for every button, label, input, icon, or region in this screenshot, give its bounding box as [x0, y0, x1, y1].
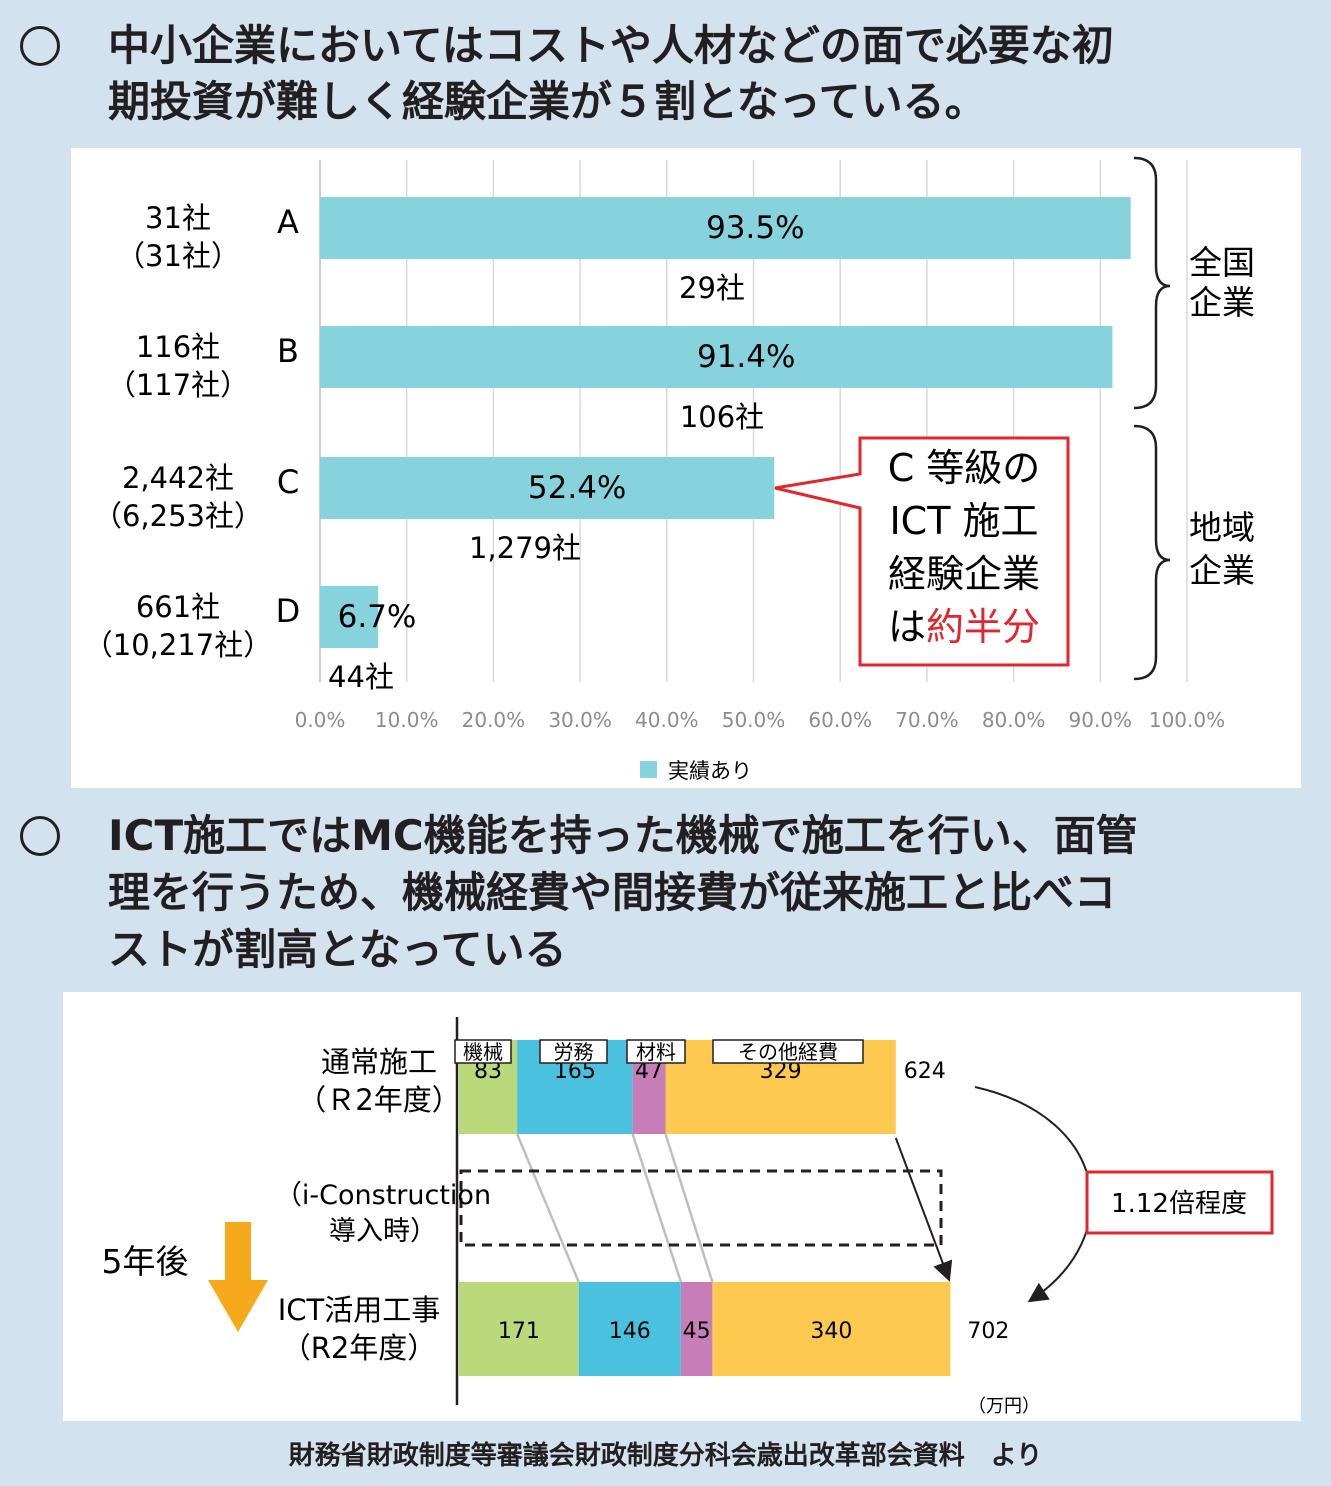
callout-text: 経験企業	[888, 552, 1040, 596]
segment-value-label: 146	[609, 1319, 651, 1344]
row-label: ICT活用工事	[278, 1293, 441, 1327]
row-label: 通常施工	[321, 1045, 437, 1079]
chart1-panel: 0.0% 10.0% 20.0% 30.0% 40.0% 50.0% 60.0% 70.0% 8…	[71, 148, 1301, 788]
segment-name-label: 材料	[636, 1040, 676, 1064]
segment-value-label: 171	[498, 1319, 540, 1344]
category-label: A	[277, 203, 299, 241]
callout-box	[774, 436, 1070, 667]
middle-label: 導入時）	[329, 1216, 437, 1247]
company-count-label: 2,442社	[122, 461, 234, 495]
stack-segment	[712, 1282, 951, 1376]
group-label: 全国	[1189, 243, 1255, 282]
stack-segment	[459, 1282, 579, 1376]
section2-heading-line2: 理を行うため、機械経費や間接費が従来施工と比べコ	[108, 868, 1117, 917]
segment-name-tag	[626, 1039, 686, 1064]
experienced-count-label: 44社	[328, 660, 394, 694]
legend-swatch	[640, 761, 657, 778]
segment-name-label: その他経費	[738, 1040, 838, 1064]
source-note: 財務省財政制度等審議会財政制度分科会歳出改革部会資料 より	[288, 1441, 1043, 1471]
unit-label: （万円）	[968, 1396, 1040, 1417]
bar-value-label: 6.7%	[338, 599, 417, 635]
total-label: 702	[967, 1319, 1009, 1344]
group-label: 地域	[1189, 508, 1255, 547]
experienced-count-label: 29社	[679, 271, 745, 305]
segment-name-label: 機械	[463, 1040, 503, 1064]
company-total-label: （117社）	[107, 368, 249, 402]
connector-arrow	[894, 1137, 953, 1282]
x-tick-label: 40.0%	[635, 708, 699, 732]
bar-value-label: 93.5%	[706, 210, 804, 246]
chart1-svg: 0.0% 10.0% 20.0% 30.0% 40.0% 50.0% 60.0% 70.0% 8…	[84, 156, 1255, 783]
category-label: B	[277, 332, 299, 370]
x-tick-label: 30.0%	[548, 708, 612, 732]
x-tick-label: 10.0%	[375, 708, 439, 732]
x-tick-label: 70.0%	[895, 708, 959, 732]
segment-name-tag	[539, 1039, 608, 1064]
category-label: D	[276, 592, 301, 630]
group-brace	[1133, 424, 1171, 681]
company-count-label: 31社	[145, 201, 211, 235]
callout-text: ICT 施工	[889, 499, 1038, 543]
legend-label: 実績あり	[668, 759, 752, 783]
x-tick-label: 0.0%	[295, 708, 346, 732]
bar	[320, 197, 1131, 259]
experienced-count-label: 106社	[680, 400, 764, 434]
connector-line	[515, 1133, 580, 1283]
ratio-box	[1085, 1170, 1274, 1235]
section2-heading-line1: ICT施工ではMC機能を持った機械で施工を行い、面管	[108, 811, 1138, 860]
callout-text: C 等級の	[888, 446, 1041, 490]
section1-heading-line2: 期投資が難しく経験企業が５割となっている。	[108, 77, 987, 126]
category-label: C	[277, 463, 299, 501]
down-arrow-icon	[208, 1222, 268, 1332]
segment-value-label: 45	[683, 1319, 711, 1344]
company-total-label: （31社）	[116, 239, 240, 273]
row-label: （Ｒ2年度）	[297, 1083, 460, 1117]
company-count-label: 116社	[136, 330, 220, 364]
bar-value-label: 91.4%	[697, 339, 795, 375]
bar	[320, 326, 1113, 388]
segment-name-tag	[712, 1039, 864, 1064]
ratio-curve-arrow	[974, 1086, 1093, 1303]
group-brace	[1133, 156, 1171, 410]
group-label: 企業	[1189, 283, 1255, 322]
segment-name-tag	[454, 1039, 512, 1064]
x-tick-label: 80.0%	[982, 708, 1046, 732]
bar-value-label: 52.4%	[528, 470, 626, 506]
x-tick-label: 100.0%	[1149, 708, 1225, 732]
x-tick-label: 20.0%	[462, 708, 526, 732]
bar	[320, 457, 775, 519]
circle-bullet-icon	[20, 816, 60, 856]
experienced-count-label: 1,279社	[469, 531, 581, 565]
x-tick-label: 60.0%	[808, 708, 872, 732]
segment-name-label: 労務	[554, 1040, 594, 1064]
stack-segment	[680, 1282, 713, 1376]
middle-label: （i-Construction	[275, 1180, 491, 1211]
x-tick-label: 50.0%	[722, 708, 786, 732]
callout-highlight: 約半分	[926, 605, 1040, 649]
connector-line	[664, 1133, 714, 1283]
bar	[320, 586, 379, 648]
x-tick-label: 90.0%	[1069, 708, 1133, 732]
stack-segment	[578, 1282, 681, 1376]
company-count-label: 661社	[136, 590, 220, 624]
company-total-label: （6,253社）	[93, 499, 263, 533]
group-label: 企業	[1189, 551, 1255, 590]
chart2-panel: 83 165 47 329 624 通常施工 （Ｒ2年度） 171 146 45 340 702 ICT…	[63, 992, 1301, 1421]
connector-line	[631, 1133, 683, 1283]
circle-bullet-icon	[20, 26, 60, 66]
company-total-label: （10,217社）	[84, 628, 272, 662]
ratio-label: 1.12倍程度	[1111, 1189, 1247, 1219]
section2-heading-line3: ストが割高となっている	[108, 925, 567, 974]
placeholder-box	[459, 1169, 943, 1247]
after-years-label: 5年後	[102, 1242, 189, 1281]
callout-prefix: は	[888, 605, 926, 649]
row-label: （R2年度）	[282, 1331, 437, 1365]
section1-heading-line1: 中小企業においてはコストや人材などの面で必要な初	[108, 21, 1114, 70]
segment-value-label: 340	[810, 1319, 852, 1344]
total-label: 624	[904, 1059, 946, 1084]
callout-text-last: は約半分	[888, 605, 1040, 649]
